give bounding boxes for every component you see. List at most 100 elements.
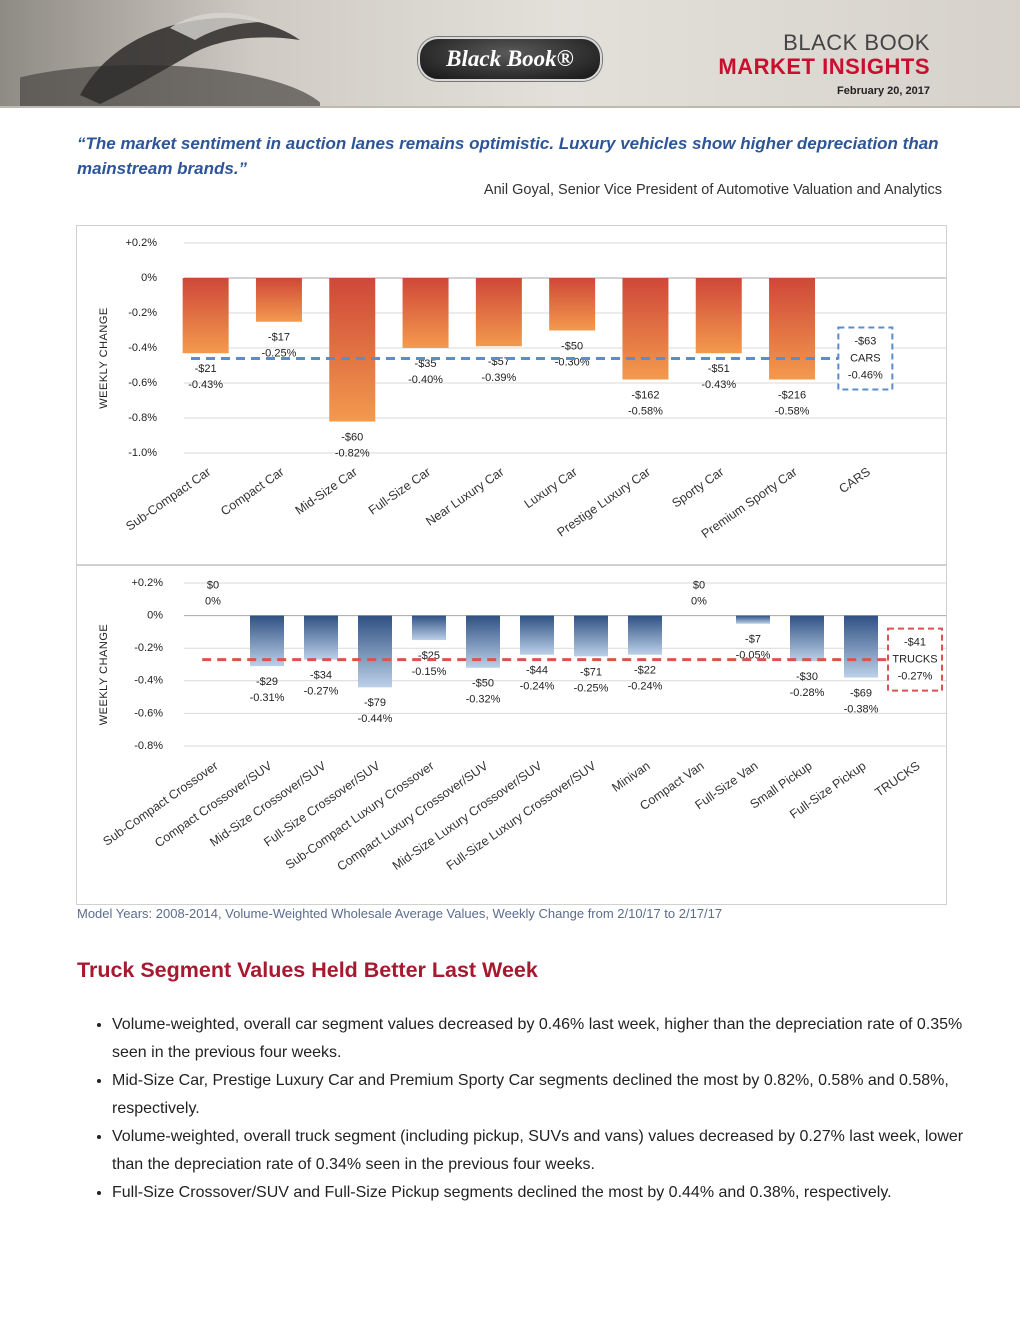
bar	[549, 278, 596, 331]
bar	[250, 615, 284, 667]
dollar-label: -$69	[850, 687, 872, 699]
bullet: Volume-weighted, overall truck segment (…	[112, 1123, 992, 1179]
value-label: -0.27%	[304, 686, 339, 698]
y-tick-label: 0%	[141, 272, 157, 284]
bar	[844, 615, 878, 678]
dollar-label: -$22	[634, 665, 656, 677]
bar	[475, 278, 522, 347]
x-tick-label: Minivan	[609, 759, 652, 795]
bar	[255, 278, 302, 322]
value-label: 0%	[691, 596, 707, 608]
value-label: -0.43%	[701, 379, 736, 391]
value-label: -0.24%	[520, 681, 555, 693]
quote: “The market sentiment in auction lanes r…	[77, 134, 939, 178]
bullet: Full-Size Crossover/SUV and Full-Size Pi…	[112, 1179, 992, 1207]
y-axis-title: WEEKLY CHANGE	[98, 624, 110, 725]
y-tick-label: -0.2%	[128, 307, 157, 319]
hood-ornament	[20, 12, 320, 106]
x-tick-label: Full-Size Car	[366, 465, 433, 518]
bar	[358, 615, 392, 688]
value-label: -0.32%	[466, 694, 501, 706]
dollar-label: -$71	[580, 666, 602, 678]
y-tick-label: -0.4%	[128, 342, 157, 354]
bar	[304, 615, 338, 660]
dollar-label: -$35	[415, 358, 437, 370]
bar	[695, 278, 742, 354]
logo: Black Book®	[418, 37, 602, 81]
chart: +0.2% 0% -0.2% -0.4% -0.6% -0.8% -1.0% WEEKLY C…	[98, 237, 946, 541]
value-label: -0.28%	[790, 687, 825, 699]
bar	[402, 278, 449, 348]
dollar-label: -$162	[631, 389, 659, 401]
bullet: Mid-Size Car, Prestige Luxury Car and Pr…	[112, 1067, 992, 1123]
value-label: -0.15%	[412, 666, 447, 678]
section-title: Truck Segment Values Held Better Last We…	[77, 958, 538, 982]
bar	[329, 278, 376, 422]
dollar-label: -$34	[310, 670, 332, 682]
value-label: -0.58%	[628, 405, 663, 417]
dollar-label: -$29	[256, 676, 278, 688]
average-value-label: -0.27%	[898, 671, 933, 683]
y-tick-label: -1.0%	[128, 447, 157, 459]
attribution: Anil Goyal, Senior Vice President of Aut…	[483, 182, 942, 198]
bar	[574, 615, 608, 657]
bar	[628, 615, 662, 655]
dollar-label: -$30	[796, 671, 818, 683]
average-box	[837, 326, 894, 391]
dollar-label: -$51	[708, 363, 730, 375]
header-banner: Black Book® BLACK BOOK MARKET INSIGHTS F…	[0, 0, 1020, 108]
x-tick-label: TRUCKS	[872, 759, 922, 800]
dollar-label: $0	[207, 580, 219, 592]
value-label: -0.82%	[335, 447, 370, 459]
chart-frame: +0.2% 0% -0.2% -0.4% -0.6% -0.8% WEEKLY CHANGE…	[76, 565, 947, 905]
value-label: -0.25%	[262, 348, 297, 360]
value-label: -0.43%	[188, 379, 223, 391]
average-value-label: -0.46%	[848, 369, 883, 381]
bar	[736, 615, 770, 624]
date: February 20, 2017	[837, 85, 930, 97]
bar	[622, 278, 669, 380]
bar	[520, 615, 554, 655]
x-tick-label: Mid-Size Car	[293, 465, 360, 518]
brand: BLACK BOOK	[783, 30, 930, 55]
bar	[412, 615, 446, 641]
y-tick-label: -0.8%	[134, 740, 163, 752]
y-axis-title: WEEKLY CHANGE	[98, 307, 110, 408]
y-tick-label: +0.2%	[132, 577, 164, 589]
dollar-label: -$79	[364, 697, 386, 709]
value-label: 0%	[205, 596, 221, 608]
caption: Model Years: 2008-2014, Volume-Weighted …	[77, 906, 723, 921]
value-label: -0.38%	[844, 703, 879, 715]
bar	[790, 615, 824, 662]
bullet: Volume-weighted, overall car segment val…	[112, 1011, 992, 1067]
dollar-label: -$216	[778, 389, 806, 401]
value-label: -0.31%	[250, 692, 285, 704]
average-name: TRUCKS	[892, 654, 937, 666]
value-label: -0.40%	[408, 374, 443, 386]
y-tick-label: -0.2%	[134, 642, 163, 654]
x-tick-label: Compact Car	[218, 465, 286, 519]
x-tick-label: Luxury Car	[522, 465, 580, 512]
average-dollar-label: -$41	[904, 637, 926, 649]
dollar-label: -$50	[472, 678, 494, 690]
bullet-list: Volume-weighted, overall car segment val…	[76, 1011, 992, 1207]
dollar-label: -$7	[745, 634, 761, 646]
average-box	[887, 627, 943, 692]
dollar-label: -$50	[561, 340, 583, 352]
dollar-label: -$17	[268, 332, 290, 344]
bar	[769, 278, 816, 380]
value-label: -0.58%	[775, 405, 810, 417]
dollar-label: $0	[693, 580, 705, 592]
value-label: -0.44%	[358, 713, 393, 725]
x-tick-label: Near Luxury Car	[423, 465, 506, 529]
y-tick-label: -0.4%	[134, 675, 163, 687]
average-dollar-label: -$63	[854, 335, 876, 347]
x-tick-label: Sporty Car	[669, 465, 726, 511]
y-tick-label: +0.2%	[126, 237, 158, 249]
value-label: -0.39%	[481, 372, 516, 384]
y-tick-label: -0.6%	[134, 707, 163, 719]
value-label: -0.24%	[628, 681, 663, 693]
average-name: CARS	[850, 352, 881, 364]
dollar-label: -$44	[526, 665, 548, 677]
value-label: -0.25%	[574, 682, 609, 694]
